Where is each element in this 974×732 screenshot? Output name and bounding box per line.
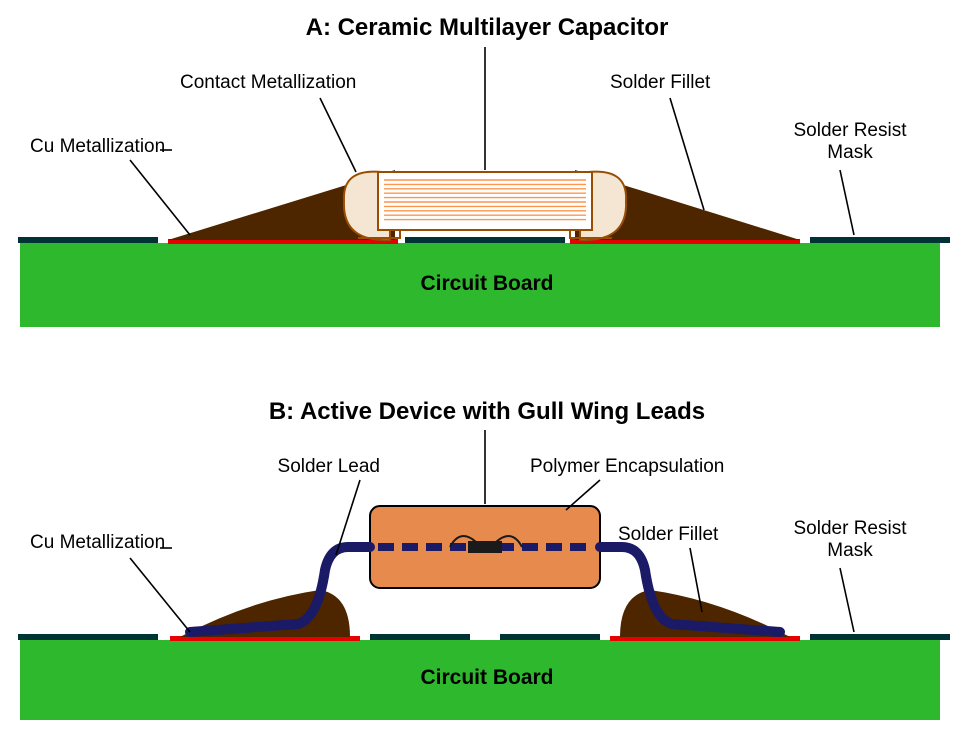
solder-mask-a (405, 237, 565, 243)
callout-solder_resist (840, 568, 854, 632)
label-solder-fillet-b: Solder Fillet (618, 524, 718, 546)
callout-cu_metallization (130, 160, 190, 235)
label-circuit-board-b: Circuit Board (0, 666, 974, 690)
title-a: A: Ceramic Multilayer Capacitor (0, 14, 974, 42)
solder-mask-b (370, 634, 470, 640)
title-b: B: Active Device with Gull Wing Leads (0, 398, 974, 426)
solder-mask-b (18, 634, 158, 640)
diagram-canvas (0, 0, 974, 732)
solder-mask-b (500, 634, 600, 640)
label-circuit-board-a: Circuit Board (0, 272, 974, 296)
label-cu-metallization-b: Cu Metallization (30, 532, 165, 554)
solder-mask-a (18, 237, 158, 243)
label-solder-resist-a: Solder Resist Mask (770, 120, 930, 164)
callout-cu_metallization (130, 558, 190, 632)
label-cu-metallization-a: Cu Metallization (30, 136, 165, 158)
callout-contact_metallization (320, 98, 356, 172)
label-contact-metallization: Contact Metallization (180, 72, 356, 94)
label-solder-fillet-a: Solder Fillet (610, 72, 710, 94)
solder-mask-a (810, 237, 950, 243)
callout-solder_resist (840, 170, 854, 235)
callout-solder_fillet (670, 98, 704, 210)
die (468, 541, 502, 553)
label-solder-resist-b: Solder Resist Mask (770, 518, 930, 562)
label-polymer-encapsulation: Polymer Encapsulation (530, 456, 724, 478)
label-solder-lead: Solder Lead (200, 456, 380, 478)
solder-mask-b (810, 634, 950, 640)
